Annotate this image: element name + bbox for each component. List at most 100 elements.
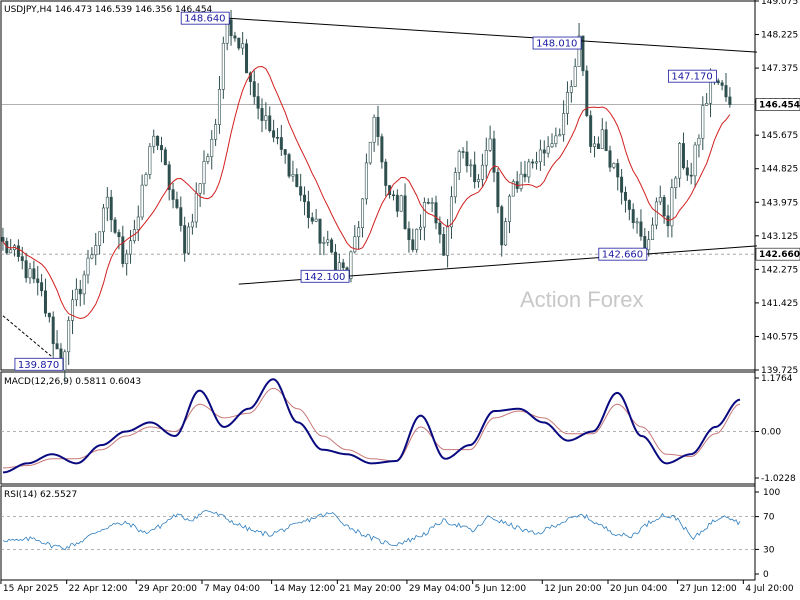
candle-body	[419, 226, 423, 230]
price-callout-box	[598, 247, 648, 261]
candle-body	[125, 253, 129, 264]
candle-body	[136, 216, 140, 230]
candle-body	[40, 282, 44, 292]
candle-body	[299, 186, 303, 196]
candle-body	[484, 150, 488, 166]
price-callout-label: 148.640	[184, 14, 225, 25]
candle-body	[384, 161, 388, 186]
candle-body	[573, 66, 577, 87]
time-tick-label: 5 Jun 12:00	[475, 584, 527, 594]
macd-signal-line	[2, 387, 741, 469]
candle-body	[295, 174, 299, 187]
candle-body	[187, 226, 191, 254]
trendline	[227, 17, 757, 53]
candle-body	[531, 161, 535, 164]
time-tick-label: 14 May 12:00	[274, 584, 336, 594]
candle-body	[229, 19, 233, 37]
candle-body	[190, 221, 194, 228]
rsi-tick-label: 0	[763, 570, 769, 580]
candle-body	[569, 86, 573, 93]
rsi-panel	[0, 485, 756, 581]
candle-body	[303, 194, 307, 202]
candle-body	[63, 351, 67, 371]
candle-body	[368, 141, 372, 164]
candle-body	[438, 222, 442, 235]
candle-body	[78, 288, 82, 295]
candle-body	[152, 135, 156, 147]
candle-body	[306, 201, 310, 218]
candle-body	[469, 164, 473, 167]
candle-body	[449, 196, 453, 228]
price-callout-box	[14, 357, 64, 371]
candle-body	[364, 162, 368, 200]
candle-body	[608, 150, 612, 168]
candle-body	[697, 137, 701, 146]
candle-body	[121, 236, 125, 264]
candle-body	[542, 149, 546, 154]
current-price-label: 146.454	[759, 100, 800, 110]
candle-body	[658, 197, 662, 203]
candle-body	[403, 195, 407, 229]
candle-body	[74, 288, 78, 301]
candle-body	[492, 138, 496, 173]
time-tick-label: 12 Jun 20:00	[544, 584, 601, 594]
candle-body	[179, 207, 183, 226]
candle-body	[728, 96, 732, 105]
candle-body	[171, 189, 175, 200]
candle-body	[140, 184, 144, 218]
candle-body	[156, 135, 160, 146]
candle-body	[376, 116, 380, 137]
candle-body	[372, 116, 376, 143]
candle-body	[28, 268, 32, 279]
candle-body	[391, 194, 395, 197]
candle-body	[1, 237, 5, 242]
candle-body	[256, 96, 260, 109]
price-tick-label: 142.275	[761, 265, 798, 275]
candle-body	[593, 143, 597, 147]
price-tick-label: 148.225	[761, 31, 798, 41]
candle-body	[322, 242, 326, 244]
candle-body	[627, 200, 631, 210]
candle-body	[101, 207, 105, 233]
support-level-box	[755, 247, 800, 261]
candle-body	[620, 176, 624, 193]
price-tick-label: 143.975	[761, 198, 798, 208]
macd-tick-label: 0.00	[761, 427, 781, 437]
watermark-text: Action Forex	[520, 287, 644, 312]
candle-body	[457, 151, 461, 173]
candle-body	[523, 173, 527, 178]
candle-body	[496, 171, 500, 208]
price-panel	[0, 0, 756, 371]
candle-body	[500, 206, 504, 246]
candle-body	[36, 278, 40, 283]
support-level-label: 142.660	[759, 250, 800, 260]
candle-body	[333, 251, 337, 272]
candle-body	[651, 224, 655, 241]
candle-body	[558, 134, 562, 137]
candle-body	[109, 196, 113, 221]
symbol-ohlc-header: USDJPY,H4 146.473 146.539 146.356 146.45…	[4, 5, 213, 15]
time-tick-label: 21 May 20:00	[339, 584, 401, 594]
candle-body	[453, 172, 457, 198]
price-tick-label: 141.425	[761, 299, 798, 309]
candle-body	[9, 249, 13, 254]
candle-body	[689, 174, 693, 177]
time-tick-label: 29 Apr 20:00	[138, 584, 197, 594]
macd-tick-label: -1.0228	[761, 474, 796, 484]
candle-body	[507, 195, 511, 222]
candle-body	[616, 163, 620, 178]
candle-body	[129, 240, 133, 255]
candle-body	[565, 92, 569, 114]
price-tick-label: 145.675	[761, 131, 798, 141]
candle-body	[113, 219, 117, 233]
candle-body	[488, 138, 492, 151]
rsi-header: RSI(14) 62.5527	[4, 490, 77, 500]
candle-body	[411, 239, 415, 250]
candle-body	[241, 43, 245, 49]
candle-body	[326, 239, 330, 243]
price-tick-label: 140.575	[761, 332, 798, 342]
candle-body	[341, 262, 345, 269]
candle-body	[430, 202, 434, 204]
candle-body	[480, 164, 484, 180]
candle-body	[550, 143, 554, 148]
